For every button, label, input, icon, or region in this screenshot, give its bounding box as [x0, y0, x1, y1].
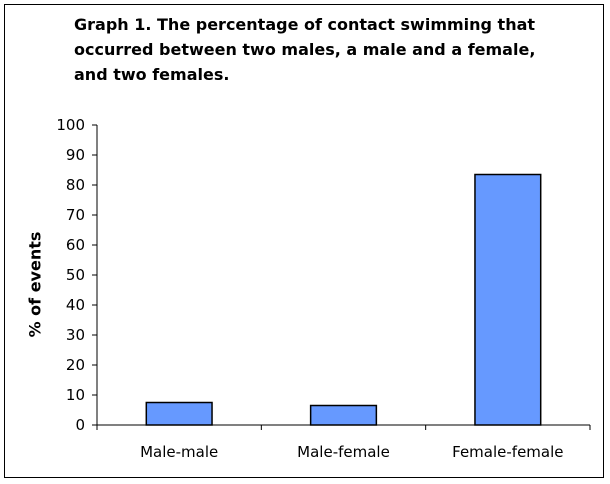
- x-tick-label: Male-male: [140, 443, 218, 461]
- y-tick-label: 10: [66, 386, 85, 404]
- x-tick-label: Female-female: [452, 443, 563, 461]
- y-tick-label: 30: [66, 326, 85, 344]
- y-axis-ticks: 0 10 20 30 40 50 60 70 80 90 100: [56, 116, 97, 434]
- y-tick-label: 40: [66, 296, 85, 314]
- bar-male-female: [309, 404, 378, 426]
- y-tick-label: 80: [66, 176, 85, 194]
- bar-female-female: [474, 173, 542, 426]
- y-tick-label: 90: [66, 146, 85, 164]
- x-tick-label: Male-female: [297, 443, 390, 461]
- y-tick-label: 50: [66, 266, 85, 284]
- y-tick-label: 20: [66, 356, 85, 374]
- y-tick-label: 100: [56, 116, 85, 134]
- x-axis-ticks: Male-male Male-female Female-female: [96, 425, 591, 461]
- bars: [145, 173, 542, 426]
- y-tick-label: 0: [75, 416, 85, 434]
- chart-title: Graph 1. The percentage of contact swimm…: [74, 15, 536, 84]
- y-tick-label: 70: [66, 206, 85, 224]
- y-tick-label: 60: [66, 236, 85, 254]
- bar-male-male: [145, 401, 213, 426]
